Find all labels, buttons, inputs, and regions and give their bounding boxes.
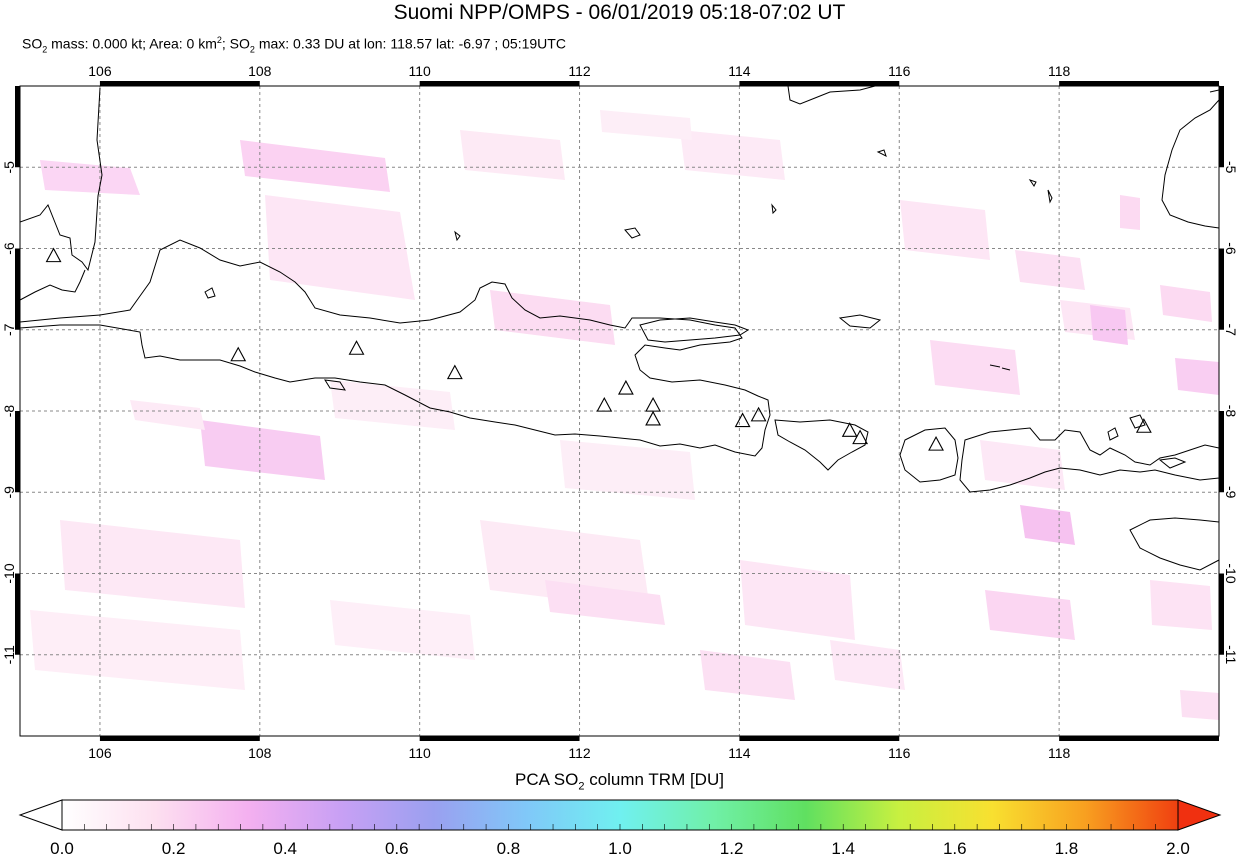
colorbar-label: 2.0 — [1166, 839, 1190, 855]
colorbar-label: 1.4 — [831, 839, 855, 855]
volcano-triangle-icon — [750, 406, 767, 422]
lat-tick-label-left: -9 — [1, 486, 17, 499]
frame-bar-left — [15, 411, 20, 493]
colorbar-title-prefix: PCA SO — [515, 770, 579, 789]
volcano-triangle-icon — [596, 396, 613, 412]
volcano-triangle-icon — [1135, 418, 1152, 433]
volcano-triangle-icon — [841, 422, 858, 437]
colorbar-label: 0.0 — [50, 839, 74, 855]
volcano-triangle-icon — [446, 364, 463, 380]
lat-tick-label-right: -6 — [1223, 242, 1239, 255]
colorbar-label: 0.2 — [162, 839, 186, 855]
map-title: Suomi NPP/OMPS - 06/01/2019 05:18-07:02 … — [393, 1, 846, 24]
lon-tick-label-top: 106 — [88, 63, 112, 79]
volcano-triangle-icon — [852, 429, 869, 445]
lon-tick-label-bottom: 108 — [248, 745, 272, 761]
lat-tick-label-right: -7 — [1223, 324, 1239, 337]
volcano-triangle-icon — [645, 410, 661, 426]
map-border-bars — [15, 81, 1224, 741]
lon-tick-label-bottom: 118 — [1048, 745, 1071, 761]
colorbar-label: 1.6 — [943, 839, 967, 855]
colorbar-label: 1.2 — [720, 839, 744, 855]
stats-mass-area: mass: 0.000 kt; Area: 0 km — [47, 35, 217, 52]
colorbar-title-suffix: column TRM [DU] — [584, 770, 724, 789]
volcano-triangle-icon — [45, 247, 62, 263]
lat-tick-label-left: -6 — [1, 242, 17, 255]
frame-bar-left — [15, 86, 20, 168]
frame-bar-top — [1059, 81, 1219, 86]
lon-tick-label-bottom: 114 — [728, 745, 751, 761]
frame-bar-left — [15, 248, 20, 330]
lat-tick-label-left: -5 — [1, 161, 17, 174]
volcano-triangle-icon — [734, 412, 751, 428]
stats-mid: ; SO — [221, 35, 250, 52]
colorbar-title: PCA SO2 column TRM [DU] — [0, 770, 1239, 792]
lon-tick-label-top: 112 — [568, 63, 591, 79]
stats-sub-2: 2 — [249, 44, 255, 55]
stats-sup: 2 — [216, 35, 222, 45]
frame-bar-bottom — [739, 736, 900, 741]
frame-bar-top — [739, 81, 900, 86]
frame-bar-right — [1219, 86, 1224, 168]
colorbar-label: 1.8 — [1055, 839, 1079, 855]
volcano-markers — [45, 247, 1152, 451]
volcano-triangle-icon — [348, 340, 365, 355]
stats-prefix: SO — [22, 35, 43, 52]
lat-tick-label-left: -10 — [1, 563, 17, 583]
lon-tick-label-bottom: 112 — [568, 745, 591, 761]
stats-sub-1: 2 — [42, 44, 48, 55]
axis-ticks: 106 106 108 108 110 110 112 112 114 114 116 116 118 1… — [1, 63, 1239, 761]
colorbar-under-arrow — [18, 799, 63, 831]
lon-tick-label-bottom: 106 — [88, 745, 112, 761]
frame-bar-bottom — [1059, 736, 1219, 741]
lat-tick-label-right: -5 — [1223, 161, 1239, 174]
colorbar-title-sub: 2 — [578, 780, 585, 793]
lat-tick-label-left: -11 — [1, 645, 17, 664]
frame-bar-right — [1219, 248, 1224, 330]
volcano-triangle-icon — [230, 346, 247, 362]
frame-bar-right — [1219, 411, 1224, 493]
frame-bar-top — [419, 81, 580, 86]
colorbar-label: 1.0 — [608, 839, 632, 855]
lat-tick-label-right: -10 — [1223, 563, 1239, 583]
lon-tick-label-bottom: 110 — [409, 745, 432, 761]
frame-bar-left — [15, 573, 20, 655]
frame-bar-bottom — [419, 736, 580, 741]
colorbar-label: 0.8 — [497, 839, 521, 855]
coastlines — [20, 86, 1219, 571]
stats-max: max: 0.33 DU at lon: 118.57 lat: -6.97 ;… — [254, 35, 566, 52]
volcano-triangle-icon — [928, 435, 944, 451]
colorbar: 0.0 0.2 0.4 0.6 0.8 1.0 1.2 1.4 1.6 1.8 2.0 — [18, 799, 1222, 855]
lat-tick-label-left: -7 — [1, 323, 17, 336]
so2-pixels — [30, 110, 1219, 720]
lat-tick-label-right: -11 — [1223, 645, 1239, 664]
lon-tick-label-top: 114 — [728, 63, 751, 79]
frame-bar-top — [99, 81, 260, 86]
frame-bar-bottom — [99, 736, 260, 741]
colorbar-over-arrow — [1177, 799, 1222, 831]
lon-tick-label-top: 108 — [248, 63, 272, 79]
frame-bar-right — [1219, 573, 1224, 655]
lat-tick-label-right: -8 — [1223, 405, 1239, 418]
graticule — [20, 86, 1219, 736]
lon-tick-label-top: 118 — [1048, 63, 1071, 79]
colorbar-label: 0.6 — [385, 839, 409, 855]
lon-tick-label-top: 116 — [888, 63, 911, 79]
lon-tick-label-bottom: 116 — [888, 745, 911, 761]
lat-tick-label-right: -9 — [1223, 486, 1239, 499]
lon-tick-label-top: 110 — [409, 63, 432, 79]
lat-tick-label-left: -8 — [1, 405, 17, 418]
volcano-triangle-icon — [617, 379, 634, 395]
colorbar-label: 0.4 — [273, 839, 297, 855]
so2-stats: SO2 mass: 0.000 kt; Area: 0 km2; SO2 max… — [22, 35, 566, 54]
